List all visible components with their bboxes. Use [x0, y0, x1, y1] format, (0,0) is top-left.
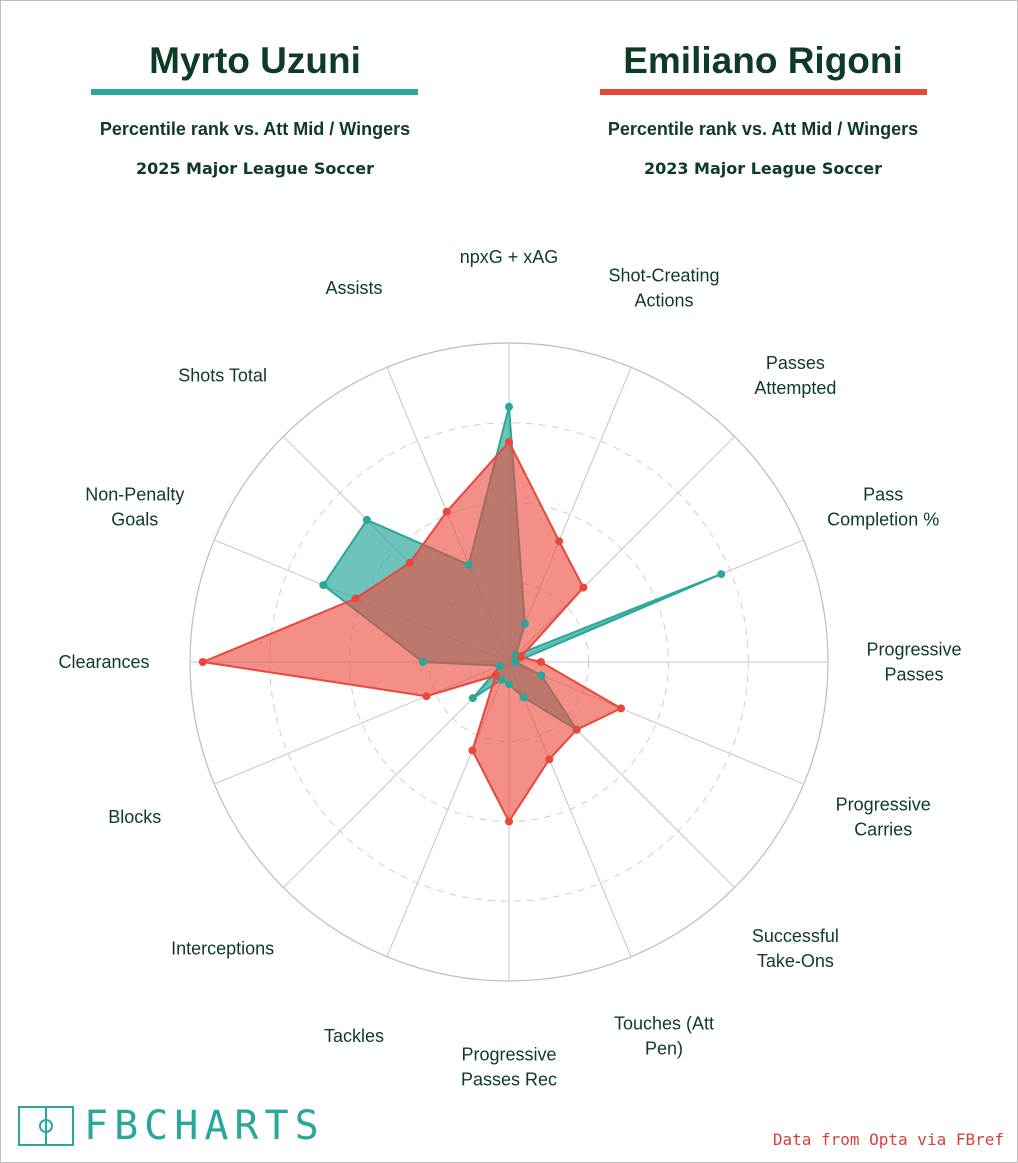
axis-label: Blocks: [108, 807, 161, 827]
axis-label: Progressive Passes Rec: [461, 1045, 557, 1090]
data-point-series-1: [717, 570, 726, 579]
series-area-2: [201, 440, 622, 823]
data-point-series-1: [497, 675, 506, 684]
axis-label: Interceptions: [171, 938, 274, 958]
axis-label: Passes Attempted: [754, 353, 836, 398]
data-point-series-1: [505, 680, 513, 689]
data-point-series-1: [511, 658, 520, 666]
player-1-name: Myrto Uzuni: [149, 40, 361, 81]
data-point-series-1: [496, 661, 505, 670]
data-point-series-2: [555, 537, 564, 546]
data-point-series-1: [468, 694, 477, 703]
data-point-series-2: [536, 658, 545, 666]
data-point-series-2: [442, 507, 451, 516]
logo-text: FBCHARTS: [84, 1103, 325, 1149]
data-point-series-2: [198, 658, 207, 666]
data-point-series-1: [418, 658, 427, 666]
data-point-series-1: [505, 402, 513, 411]
data-point-series-2: [351, 594, 360, 603]
axis-label: Assists: [325, 278, 382, 298]
radar-series: [198, 402, 726, 826]
axis-label: Touches (Att Pen): [614, 1014, 714, 1059]
axis-label: Tackles: [324, 1026, 384, 1046]
data-point-series-2: [505, 437, 513, 446]
axis-label: Progressive Passes: [866, 640, 961, 685]
player-2-season: 2023 Major League Soccer: [643, 159, 883, 178]
data-point-series-1: [464, 560, 473, 569]
data-point-series-2: [579, 583, 588, 592]
axis-label: Clearances: [58, 652, 149, 672]
data-point-series-1: [319, 581, 328, 590]
data-point-series-1: [537, 671, 546, 680]
player-2-name: Emiliano Rigoni: [623, 40, 903, 81]
axis-label: Shots Total: [178, 366, 267, 386]
data-point-series-1: [520, 619, 529, 628]
data-point-series-2: [505, 817, 513, 826]
data-point-series-1: [362, 515, 371, 524]
data-point-series-2: [516, 653, 525, 662]
axis-label: Progressive Carries: [836, 795, 931, 840]
data-point-series-2: [468, 746, 477, 755]
data-point-series-2: [422, 692, 431, 701]
data-credit: Data from Opta via FBref: [772, 1130, 1004, 1149]
data-point-series-1: [519, 693, 528, 702]
data-point-series-2: [405, 558, 414, 567]
data-point-series-2: [617, 704, 625, 713]
pitch-icon: [18, 1106, 74, 1146]
axis-label: Successful Take-Ons: [752, 926, 839, 971]
axis-label: Non-Penalty Goals: [85, 485, 184, 530]
axis-labels: npxG + xAG Shot-Creating Actions Passes Atte…: [58, 247, 961, 1090]
data-point-series-2: [545, 755, 554, 764]
player-1-color-bar: [91, 89, 418, 95]
player-2-subtitle: Percentile rank vs. Att Mid / Wingers: [607, 119, 919, 139]
data-point-series-2: [572, 725, 581, 734]
fbcharts-logo: FBCHARTS: [18, 1104, 325, 1148]
player-1-subtitle: Percentile rank vs. Att Mid / Wingers: [99, 119, 411, 139]
axis-label: npxG + xAG: [460, 247, 559, 267]
axis-label: Shot-Creating Actions: [608, 265, 719, 310]
data-point-series-2: [491, 671, 500, 680]
player-1-season: 2025 Major League Soccer: [135, 159, 375, 178]
axis-label: Pass Completion %: [827, 485, 939, 530]
player-2-color-bar: [600, 89, 927, 95]
